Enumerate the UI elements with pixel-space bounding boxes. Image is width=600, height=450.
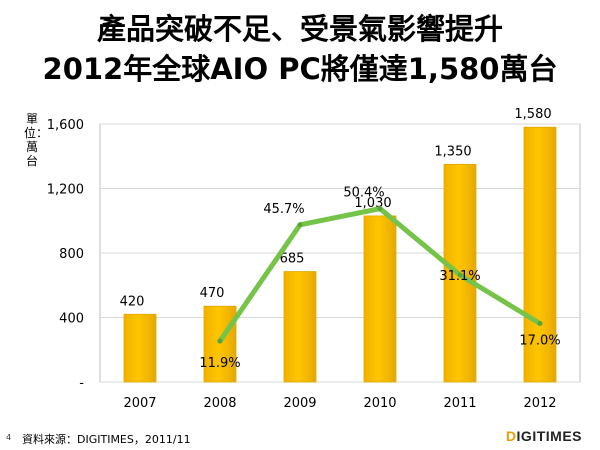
chart-title-line1: 產品突破不足、受景氣影響提升 [96, 12, 503, 46]
bar [203, 305, 237, 383]
growth-label: 17.0% [519, 334, 560, 349]
digitimes-logo: DIGITIMES [506, 428, 582, 444]
x-tick-label: 2010 [363, 396, 396, 411]
bar-value-label: 1,580 [514, 107, 551, 122]
growth-point [217, 338, 223, 344]
logo-rest: IGITIMES [516, 428, 582, 444]
growth-label: 31.1% [439, 269, 480, 284]
growth-label: 50.4% [343, 186, 384, 201]
bar-value-label: 1,030 [354, 196, 391, 211]
bar [523, 126, 557, 383]
page-number: 4 [6, 433, 12, 442]
growth-label: 45.7% [263, 202, 304, 217]
x-tick-label: 2011 [443, 396, 476, 411]
growth-point [377, 206, 383, 212]
growth-point [297, 222, 303, 228]
source-note: 資料來源：DIGITIMES，2011/11 [22, 433, 191, 446]
chart-title-line2: 2012年全球AIO PC將僅達1,580萬台 [42, 52, 558, 86]
growth-point [457, 272, 463, 278]
x-tick-label: 2007 [123, 396, 156, 411]
x-tick-label: 2009 [283, 396, 316, 411]
logo-prefix: D [505, 428, 517, 444]
bar-value-label: 1,350 [434, 144, 471, 159]
bar-value-label: 420 [120, 294, 145, 309]
y-tick-label: 1,200 [47, 183, 84, 198]
bar-value-label: 470 [200, 286, 225, 301]
y-tick-label: 800 [59, 247, 84, 262]
bar-value-label: 685 [280, 252, 305, 267]
bar [283, 271, 317, 383]
y-tick-label: - [79, 376, 84, 391]
growth-label: 11.9% [199, 356, 240, 371]
bar [363, 215, 397, 383]
y-tick-label: 1,600 [47, 118, 84, 133]
x-tick-label: 2008 [203, 396, 236, 411]
y-tick-label: 400 [59, 312, 84, 327]
bar [123, 313, 157, 383]
x-tick-label: 2012 [523, 396, 556, 411]
growth-point [537, 321, 543, 327]
